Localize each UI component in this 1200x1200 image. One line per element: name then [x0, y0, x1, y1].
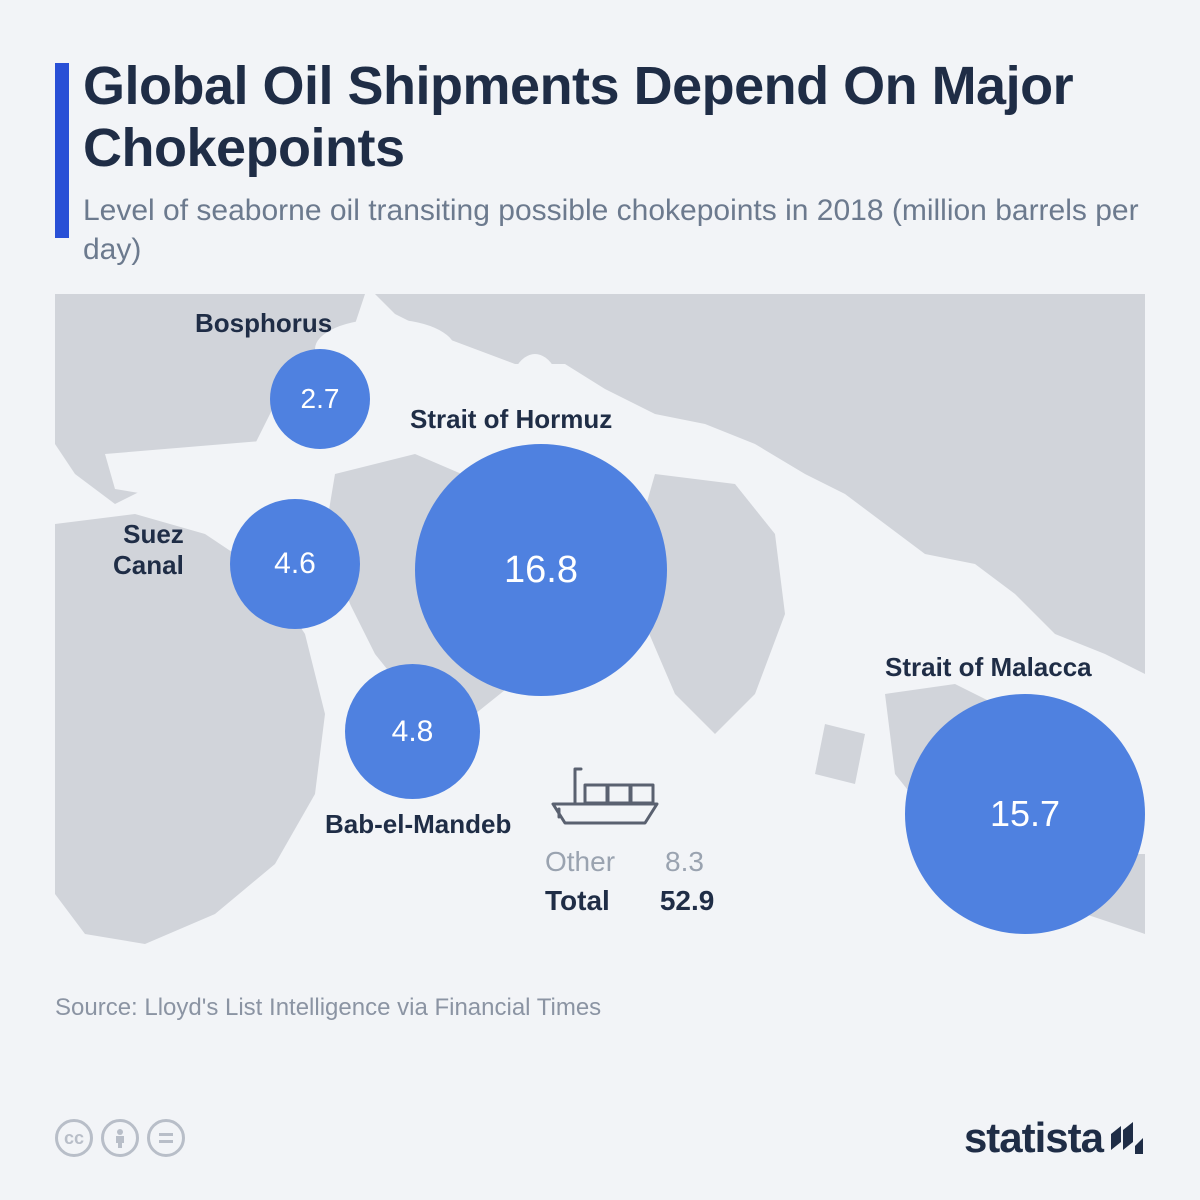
bubble-label-malacca: Strait of Malacca — [885, 652, 1092, 683]
map-area: 2.7 Bosphorus 4.6 Suez Canal 16.8 Strait of H… — [55, 294, 1145, 964]
nd-icon — [147, 1119, 185, 1157]
accent-bar — [55, 63, 69, 238]
bubble-suez: 4.6 — [230, 499, 360, 629]
totals-other-row: Other 8.3 — [545, 842, 714, 881]
chart-subtitle: Level of seaborne oil transiting possibl… — [83, 191, 1145, 269]
totals-total-row: Total 52.9 — [545, 881, 714, 920]
infographic-container: Global Oil Shipments Depend On Major Cho… — [0, 0, 1200, 1200]
by-icon — [101, 1119, 139, 1157]
total-label: Total — [545, 881, 610, 920]
bubble-bosphorus: 2.7 — [270, 349, 370, 449]
bubble-hormuz: 16.8 — [415, 444, 667, 696]
source-text: Source: Lloyd's List Intelligence via Fi… — [55, 994, 1145, 1022]
bubble-label-hormuz: Strait of Hormuz — [410, 404, 612, 435]
bubble-malacca: 15.7 — [905, 694, 1145, 934]
brand-mark-icon — [1109, 1120, 1145, 1156]
other-value: 8.3 — [665, 842, 704, 881]
brand-text: statista — [964, 1114, 1103, 1162]
bubble-label-bab: Bab-el-Mandeb — [325, 809, 511, 840]
totals-box: Other 8.3 Total 52.9 — [545, 759, 714, 920]
header: Global Oil Shipments Depend On Major Cho… — [55, 55, 1145, 269]
total-value: 52.9 — [660, 881, 715, 920]
footer: cc statista — [55, 1114, 1145, 1162]
bubble-label-bosphorus: Bosphorus — [195, 308, 332, 339]
ship-icon — [545, 759, 714, 834]
cc-icon: cc — [55, 1119, 93, 1157]
chart-title: Global Oil Shipments Depend On Major Cho… — [83, 55, 1145, 179]
bubble-label-suez: Suez Canal — [113, 519, 184, 581]
cc-license-icons: cc — [55, 1119, 185, 1157]
other-label: Other — [545, 842, 615, 881]
bubble-bab: 4.8 — [345, 664, 480, 799]
brand-logo: statista — [964, 1114, 1145, 1162]
